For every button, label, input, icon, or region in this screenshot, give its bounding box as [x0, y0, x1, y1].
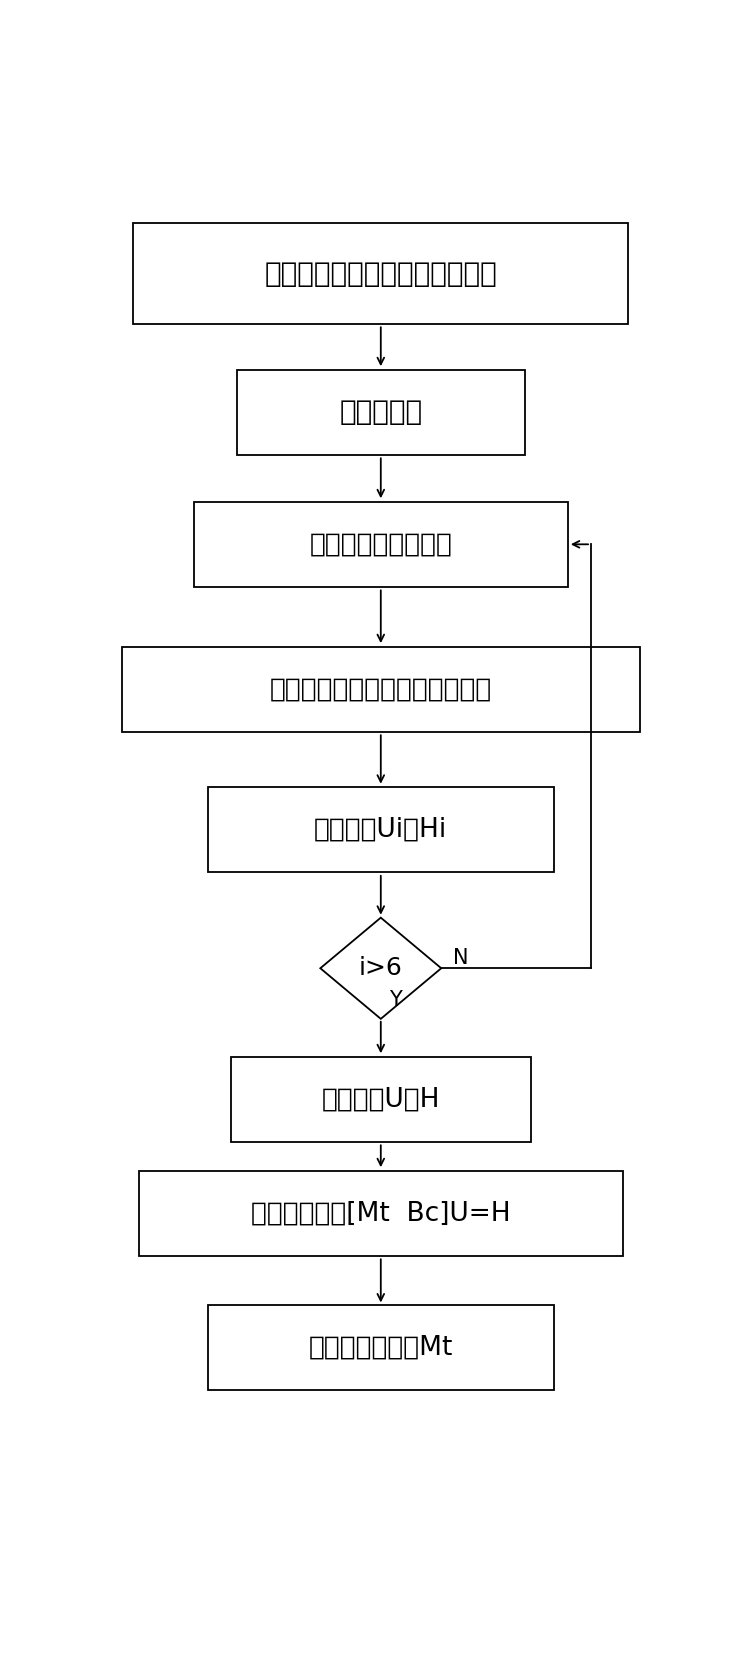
FancyBboxPatch shape — [208, 787, 554, 873]
FancyBboxPatch shape — [133, 222, 629, 324]
Text: Y: Y — [389, 991, 402, 1011]
FancyBboxPatch shape — [237, 370, 525, 455]
FancyBboxPatch shape — [208, 1305, 554, 1389]
Polygon shape — [320, 918, 441, 1019]
Text: 生成矩阵Ui，Hi: 生成矩阵Ui，Hi — [314, 817, 447, 843]
Text: 生成矩阵U，H: 生成矩阵U，H — [322, 1086, 440, 1112]
FancyBboxPatch shape — [139, 1170, 623, 1257]
Text: i>6: i>6 — [359, 956, 403, 981]
FancyBboxPatch shape — [231, 1057, 531, 1142]
Text: 最小二乘辨识傅里叶级数各系数: 最小二乘辨识傅里叶级数各系数 — [270, 676, 492, 702]
FancyBboxPatch shape — [194, 501, 568, 588]
Text: 生成傅里叶级数序列: 生成傅里叶级数序列 — [309, 531, 452, 558]
Text: 各自由度分别激励保存实验数据: 各自由度分别激励保存实验数据 — [265, 259, 497, 287]
Text: 数据预处理: 数据预处理 — [340, 398, 422, 427]
FancyBboxPatch shape — [122, 646, 640, 732]
Text: N: N — [452, 948, 468, 968]
Text: 提取惯性参数阵Mt: 提取惯性参数阵Mt — [308, 1335, 453, 1361]
Text: 解线性方程组[Mt  Bc]U=H: 解线性方程组[Mt Bc]U=H — [251, 1200, 510, 1227]
